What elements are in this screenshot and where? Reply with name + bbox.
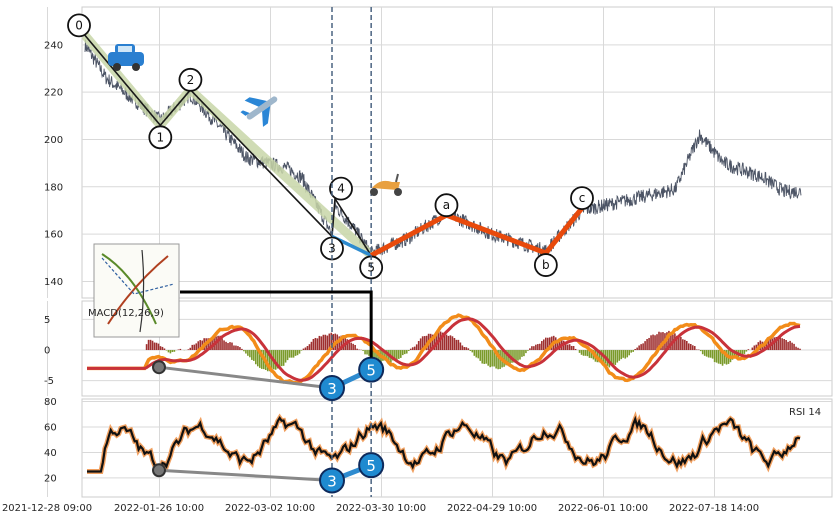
rsi-ytick-label: 40 — [44, 448, 57, 459]
rsi-divergence-start-dot — [152, 463, 166, 478]
xtick-label: 2022-01-26 10:00 — [114, 503, 204, 514]
rsi-ytick-label: 80 — [44, 397, 57, 408]
wave-point-marker — [533, 253, 558, 277]
car-body — [108, 52, 144, 66]
scooter-wheel — [370, 188, 378, 196]
xtick-label: 2022-07-18 14:00 — [669, 503, 759, 514]
thumbnail-connector-line — [180, 290, 373, 358]
wave-point-marker — [67, 13, 91, 38]
price-ytick-label: 140 — [44, 277, 63, 288]
airplane-emoji-icon — [240, 96, 278, 127]
airplane-wing — [244, 97, 267, 107]
rsi-divergence-marker-label: 3 — [327, 472, 337, 490]
wave-point-label: 2 — [187, 73, 195, 87]
wave-point-marker — [434, 193, 459, 218]
thumbnail-stroke — [107, 255, 169, 325]
rsi-panel-frame — [81, 398, 833, 498]
rsi-divergence-marker — [358, 452, 385, 479]
price-panel-frame — [81, 6, 833, 299]
thumbnail-stroke — [139, 249, 145, 333]
wave-point-label: 3 — [328, 241, 336, 255]
wave-point-marker — [570, 186, 594, 210]
wave-point-label: b — [542, 258, 550, 272]
thumbnail-stroke — [101, 253, 157, 325]
car-emoji-icon — [108, 44, 144, 71]
macd-label: MACD(12,26,9) — [88, 308, 164, 319]
wave-point-marker — [148, 125, 173, 150]
macd-ytick-label: 0 — [44, 346, 50, 357]
car-wheel — [113, 63, 121, 71]
text-layer: 140160180200220240-505204060802021-12-28… — [2, 18, 821, 514]
xtick-label: 2022-04-29 10:00 — [447, 503, 537, 514]
car-wheel — [132, 63, 140, 71]
scooter-body — [372, 180, 400, 190]
rsi-divergence-marker — [319, 467, 345, 494]
price-ytick-label: 180 — [44, 182, 63, 193]
thumbnail-image — [93, 243, 180, 338]
wave-point-label: a — [443, 198, 450, 212]
xtick-label: 2022-03-02 10:00 — [225, 503, 315, 514]
thumbnail-stroke — [101, 257, 175, 295]
macd-divergence-marker — [319, 375, 345, 402]
macd-ytick-label: 5 — [44, 315, 50, 326]
price-ytick-label: 200 — [44, 135, 63, 146]
series-layer — [84, 39, 802, 478]
price-ytick-label: 240 — [44, 40, 63, 51]
car-window — [118, 46, 132, 52]
price-ytick-label: 220 — [44, 88, 63, 99]
scooter-handle — [395, 173, 399, 183]
macd-divergence-start-dot — [152, 360, 166, 375]
wave-point-marker — [329, 176, 353, 201]
airplane-tail — [240, 110, 250, 116]
rsi-ytick-label: 20 — [44, 473, 57, 484]
wave-point-label: c — [579, 191, 586, 205]
rsi-divergence-marker-label: 5 — [366, 457, 376, 475]
xtick-label: 2022-03-30 10:00 — [336, 503, 426, 514]
price-ytick-label: 160 — [44, 230, 63, 241]
wave-point-marker — [178, 67, 203, 92]
scooter-emoji-icon — [370, 173, 402, 196]
airplane-body — [246, 96, 278, 120]
macd-divergence-marker-label: 5 — [366, 362, 376, 380]
scooter-wheel — [394, 188, 402, 196]
wave-point-label: 1 — [156, 130, 164, 144]
wave-point-label: 0 — [75, 18, 83, 32]
wave-point-label: 4 — [337, 182, 345, 196]
rsi-ytick-label: 60 — [44, 423, 57, 434]
rsi-divergence-grey-line — [158, 468, 333, 482]
wave-point-label: 5 — [367, 260, 375, 274]
overlay-layer — [67, 7, 594, 497]
wave-correction-line — [369, 206, 584, 258]
xtick-label: 2022-06-01 10:00 — [558, 503, 648, 514]
macd-ytick-label: -5 — [44, 376, 54, 387]
macd-line — [87, 313, 801, 385]
wave-impulse-line — [84, 34, 372, 256]
macd-signal-line — [87, 317, 801, 382]
airplane-wing — [262, 105, 271, 127]
macd-divergence-grey-line — [158, 365, 333, 390]
macd-divergence-marker-label: 3 — [327, 380, 337, 398]
rsi-label: RSI 14 — [789, 407, 821, 418]
rsi-line — [87, 415, 801, 474]
xtick-label: 2021-12-28 09:00 — [2, 503, 92, 514]
